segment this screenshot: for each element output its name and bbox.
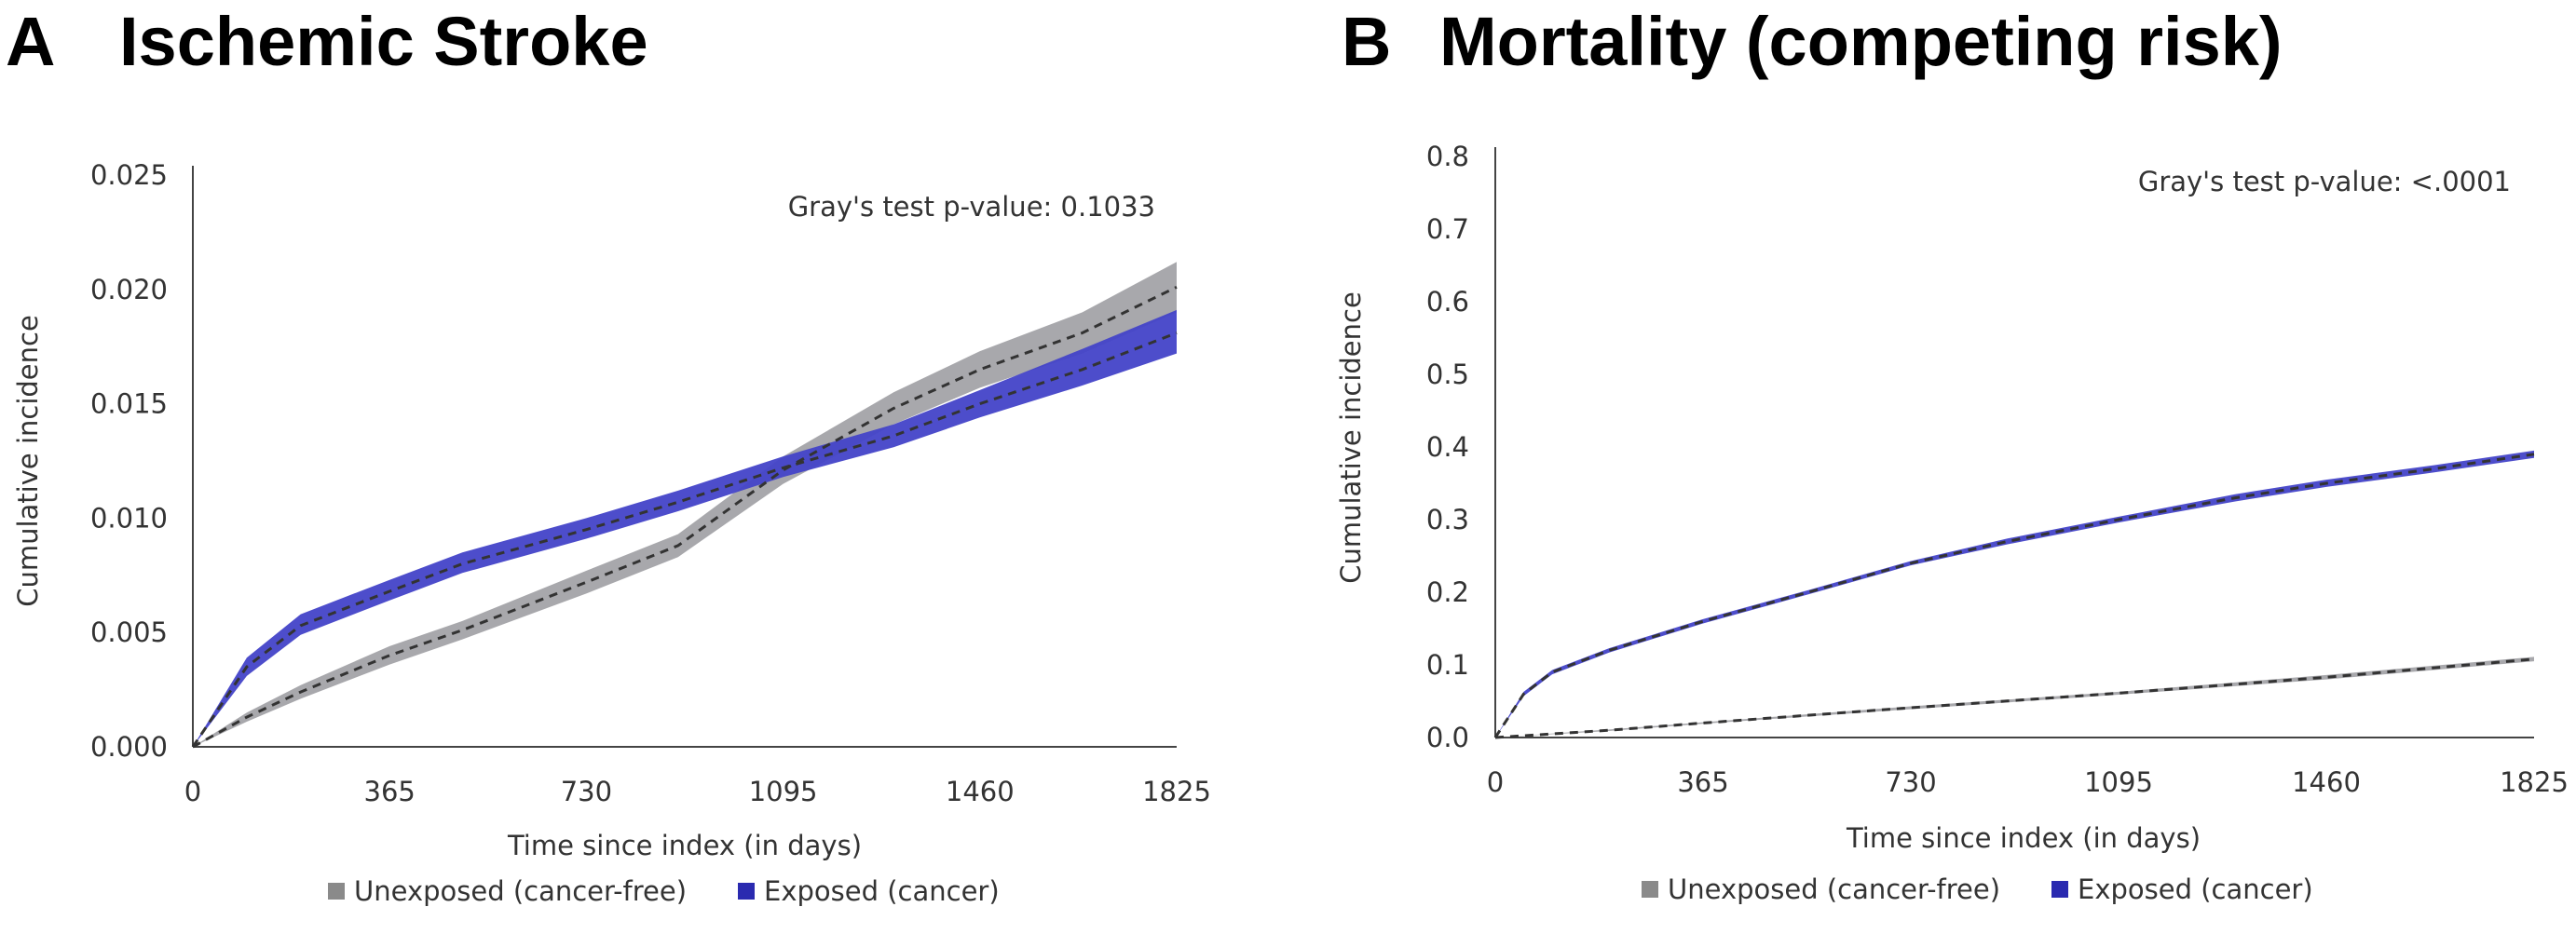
y-tick-label: 0.3 — [1426, 504, 1469, 535]
y-tick-label: 0.025 — [90, 159, 168, 191]
panel-letter: A — [6, 3, 56, 80]
unexposed-estimate-line — [192, 285, 1178, 749]
x-axis-label: Time since index (in days) — [1846, 822, 2201, 854]
y-axis-label: Cumulative incidence — [12, 315, 44, 607]
y-tick-label: 0.4 — [1426, 431, 1469, 463]
x-tick-label: 1460 — [946, 776, 1015, 807]
x-tick-label: 365 — [1677, 766, 1728, 798]
chart-plot-area: 0.0 0.1 0.2 0.3 0.4 0.5 0.6 0.7 0.8 0 365 730 1095 14… — [1335, 141, 2569, 905]
y-tick-label: 0.015 — [90, 388, 168, 420]
unexposed-ci-band — [1495, 657, 2534, 738]
y-axis-label: Cumulative incidence — [1335, 291, 1367, 584]
y-tick-label: 0.2 — [1426, 576, 1469, 608]
chart-plot-area: 0.000 0.005 0.010 0.015 0.020 0.025 0 365 730 109… — [12, 159, 1211, 907]
y-tick-label: 0.7 — [1426, 213, 1469, 245]
x-tick-label: 1095 — [749, 776, 818, 807]
y-tick-label: 0.6 — [1426, 286, 1469, 318]
exposed-estimate-line — [191, 332, 1178, 748]
panel-letter: B — [1342, 3, 1392, 80]
y-tick-label: 0.5 — [1426, 359, 1469, 390]
legend-marker-exposed — [738, 883, 755, 900]
x-tick-label: 1825 — [2500, 766, 2569, 798]
x-tick-label: 730 — [1885, 766, 1936, 798]
legend-marker-unexposed — [1642, 881, 1658, 898]
unexposed-ci-band — [193, 262, 1177, 747]
y-tick-label: 0.005 — [90, 616, 168, 648]
y-tick-label: 0.0 — [1426, 722, 1469, 753]
chart-title: Ischemic Stroke — [119, 3, 648, 80]
x-tick-label: 0 — [184, 776, 201, 807]
x-tick-label: 730 — [561, 776, 612, 807]
exposed-ci-band — [193, 309, 1177, 747]
panel-b: B Mortality (competing risk) 0.0 0.1 0.2 0.… — [1295, 0, 2576, 934]
panel-a: A Ischemic Stroke 0.000 0.005 0.010 0.015 0.… — [0, 0, 1286, 934]
legend-label-exposed: Exposed (cancer) — [2078, 873, 2313, 905]
exposed-ci-band — [1495, 450, 2534, 738]
x-tick-label: 365 — [364, 776, 416, 807]
legend-label-unexposed: Unexposed (cancer-free) — [1668, 873, 2000, 905]
y-tick-label: 0.1 — [1426, 649, 1469, 681]
exposed-estimate-line — [1493, 453, 2535, 738]
legend-marker-unexposed — [328, 883, 345, 900]
y-tick-label: 0.8 — [1426, 141, 1469, 172]
x-tick-label: 0 — [1487, 766, 1504, 798]
y-tick-label: 0.010 — [90, 502, 168, 534]
chart-title: Mortality (competing risk) — [1439, 3, 2283, 80]
grays-test-annotation: Gray's test p-value: 0.1033 — [788, 191, 1155, 223]
legend-marker-exposed — [2051, 881, 2068, 898]
x-axis-label: Time since index (in days) — [507, 830, 862, 861]
y-tick-label: 0.000 — [90, 731, 168, 763]
x-tick-label: 1460 — [2292, 766, 2361, 798]
y-tick-label: 0.020 — [90, 274, 168, 305]
x-tick-label: 1095 — [2084, 766, 2153, 798]
grays-test-annotation: Gray's test p-value: <.0001 — [2138, 166, 2511, 197]
x-tick-label: 1825 — [1142, 776, 1211, 807]
legend-label-exposed: Exposed (cancer) — [764, 875, 1000, 907]
legend-label-unexposed: Unexposed (cancer-free) — [354, 875, 687, 907]
